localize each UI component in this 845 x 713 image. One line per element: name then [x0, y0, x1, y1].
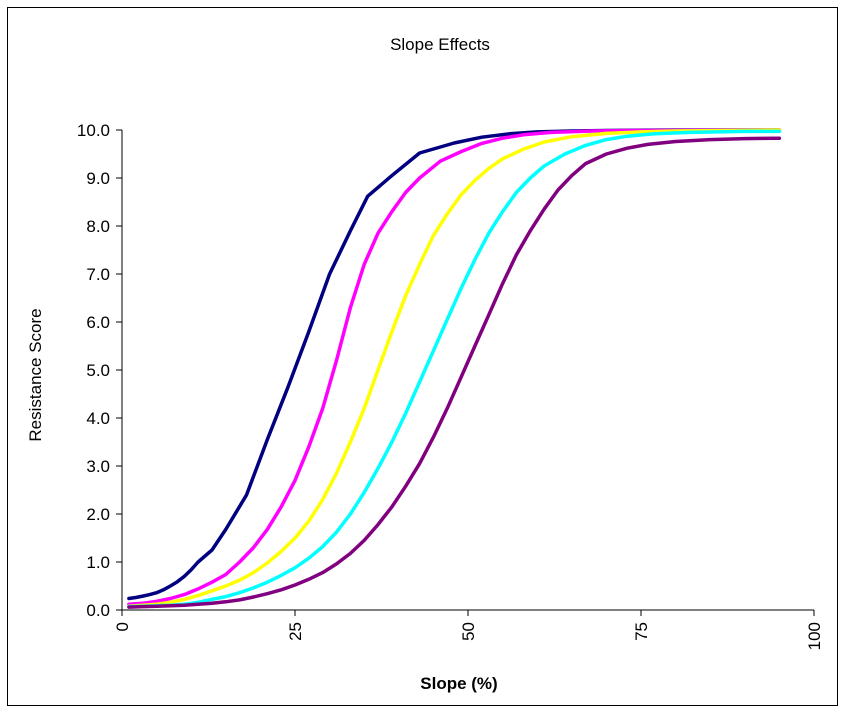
series-line-2 [127, 128, 782, 606]
y-tick-label: 5.0 [86, 361, 110, 380]
x-tick-label: 25 [286, 622, 305, 641]
plot-area: 0.0 1.0 2.0 3.0 4.0 5.0 6.0 7.0 8.0 9.0 10.0 0 25 50 7… [77, 121, 824, 650]
series-line-1 [127, 128, 782, 601]
y-tick-label: 6.0 [86, 313, 110, 332]
slope-effects-chart: 0.0 1.0 2.0 3.0 4.0 5.0 6.0 7.0 8.0 9.0 10.0 0 25 50 7… [26, 35, 824, 693]
y-tick-label: 7.0 [86, 265, 110, 284]
series-line-4 [127, 129, 782, 609]
x-tick-label: 100 [805, 622, 824, 650]
series-line-5 [127, 136, 782, 609]
chart-title: Slope Effects [390, 35, 490, 54]
y-tick-label: 9.0 [86, 169, 110, 188]
series-line-3 [127, 128, 782, 608]
y-tick-label: 8.0 [86, 217, 110, 236]
y-tick-label: 4.0 [86, 409, 110, 428]
y-tick-label: 0.0 [86, 601, 110, 620]
x-axis-title: Slope (%) [420, 674, 497, 693]
y-tick-label: 2.0 [86, 505, 110, 524]
x-tick-label: 75 [632, 622, 651, 641]
x-tick-label: 50 [459, 622, 478, 641]
y-tick-label: 10.0 [77, 121, 110, 140]
y-tick-label: 3.0 [86, 457, 110, 476]
chart-area: 0.0 1.0 2.0 3.0 4.0 5.0 6.0 7.0 8.0 9.0 10.0 0 25 50 7… [7, 7, 838, 706]
x-tick-label: 0 [113, 622, 132, 631]
y-tick-label: 1.0 [86, 553, 110, 572]
y-axis-title: Resistance Score [26, 308, 45, 441]
